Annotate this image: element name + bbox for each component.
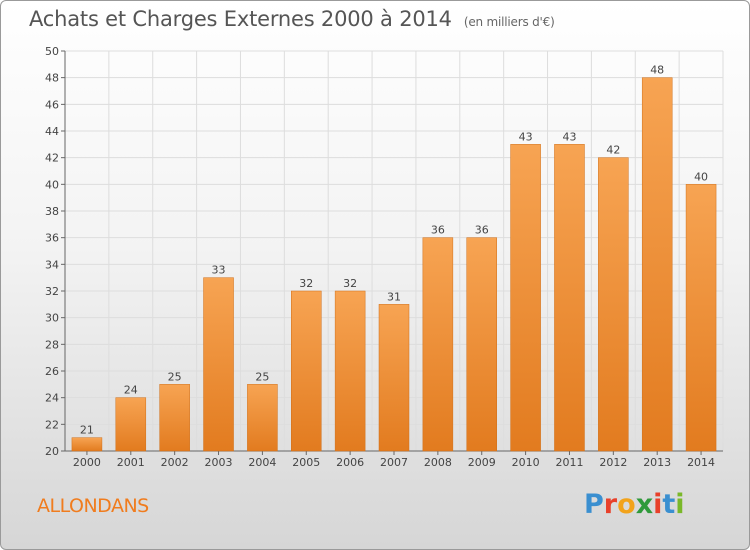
x-tick-label: 2014 [687,456,715,469]
bar-value-label: 43 [519,130,533,143]
x-tick-label: 2003 [205,456,233,469]
bar-value-label: 32 [299,277,313,290]
y-tick-label: 26 [45,365,59,378]
y-tick-label: 34 [45,258,59,271]
bar-value-label: 36 [431,224,445,237]
chart-title: Achats et Charges Externes 2000 à 2014 (e… [29,7,555,31]
x-tick-label: 2013 [643,456,671,469]
bar-2012 [598,157,629,452]
bar-2005 [291,290,322,452]
x-tick-label: 2010 [512,456,540,469]
bar-2002 [159,384,190,452]
proxiti-logo[interactable]: Proxiti [584,489,685,520]
bar-2001 [115,397,147,452]
bar-value-label: 32 [343,277,357,290]
bar-2013 [641,77,673,452]
y-tick-label: 38 [45,205,59,218]
y-tick-label: 48 [45,72,59,85]
logo-letter: i [653,489,663,520]
logo-letter: i [675,489,685,520]
y-tick-label: 36 [45,232,59,245]
bar-2000 [71,437,103,452]
y-tick-label: 50 [45,45,59,58]
bar-2010 [510,144,541,452]
x-tick-label: 2000 [73,456,101,469]
labels: 20 22 24 26 28 30 32 34 36 38 40 42 44 46 48 50 21 2000 24… [45,45,715,469]
y-tick-label: 30 [45,312,59,325]
bar-value-label: 36 [475,224,489,237]
bar-value-label: 25 [168,370,182,383]
bar-value-label: 48 [650,64,664,77]
y-tick-label: 28 [45,338,59,351]
town-name: ALLONDANS [37,495,149,517]
logo-letter: r [603,489,618,520]
bar-2009 [466,237,497,452]
bar-2003 [203,277,234,452]
bar-value-label: 25 [255,370,269,383]
y-tick-label: 42 [45,152,59,165]
logo-letter: x [635,489,654,520]
logo-letter: t [662,489,676,520]
bar-2011 [554,144,585,452]
x-tick-label: 2001 [117,456,145,469]
bar-value-label: 42 [606,144,620,157]
bar-2014 [685,184,717,452]
y-tick-label: 46 [45,98,59,111]
x-tick-label: 2012 [599,456,627,469]
bar-value-label: 40 [694,170,708,183]
bar-2008 [422,237,454,452]
y-tick-label: 22 [45,418,59,431]
x-tick-label: 2002 [161,456,189,469]
x-tick-label: 2008 [424,456,452,469]
chart-title-text: Achats et Charges Externes 2000 à 2014 [29,7,452,31]
x-tick-label: 2006 [336,456,364,469]
x-tick-label: 2005 [292,456,320,469]
bar-value-label: 24 [124,384,138,397]
bar-value-label: 43 [562,130,576,143]
bar-value-label: 21 [80,424,94,437]
bar-2004 [247,384,278,452]
y-tick-label: 32 [45,285,59,298]
x-tick-label: 2007 [380,456,408,469]
logo-letter: o [617,489,636,520]
bar-value-label: 33 [212,264,226,277]
y-tick-label: 44 [45,125,59,138]
x-tick-label: 2009 [468,456,496,469]
y-tick-label: 20 [45,445,59,458]
y-tick-label: 40 [45,178,59,191]
x-tick-label: 2011 [555,456,583,469]
bar-2007 [378,304,410,452]
y-tick-label: 24 [45,392,59,405]
chart-unit: (en milliers d'€) [463,15,555,29]
logo-letter: P [584,489,604,520]
bar-value-label: 31 [387,290,401,303]
bar-2006 [334,290,366,452]
bars [71,77,717,452]
x-tick-label: 2004 [248,456,276,469]
